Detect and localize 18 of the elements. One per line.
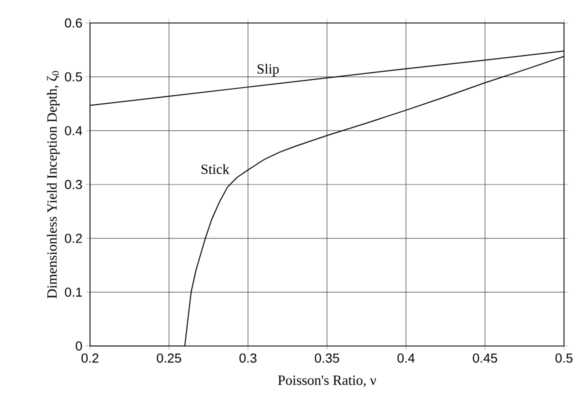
x-tick-label: 0.45	[472, 354, 498, 363]
y-tick-label: 0.5	[64, 72, 82, 82]
series-label: Stick	[202, 164, 230, 174]
y-tick-label: 0	[76, 341, 82, 351]
y-tick-label: 0.6	[64, 18, 82, 28]
y-axis-title: Dimensionless Yield Inception Depth, ζ$_{0}$	[46, 71, 60, 298]
x-tick-label: 0.25	[156, 354, 182, 363]
x-axis-title: Poisson's Ratio, ν	[278, 376, 376, 387]
y-tick-label: 0.2	[64, 234, 82, 243]
x-tick-label: 0.5	[555, 354, 572, 363]
x-tick-label: 0.4	[397, 354, 415, 363]
series-label: Slip	[258, 64, 279, 77]
y-tick-label: 0.4	[64, 126, 82, 136]
x-tick-label: 0.3	[239, 354, 256, 363]
x-tick-label: 0.2	[81, 354, 98, 363]
x-tick-label: 0.35	[314, 354, 340, 363]
y-tick-label: 0.1	[64, 288, 82, 297]
y-tick-label: 0.3	[64, 180, 82, 190]
